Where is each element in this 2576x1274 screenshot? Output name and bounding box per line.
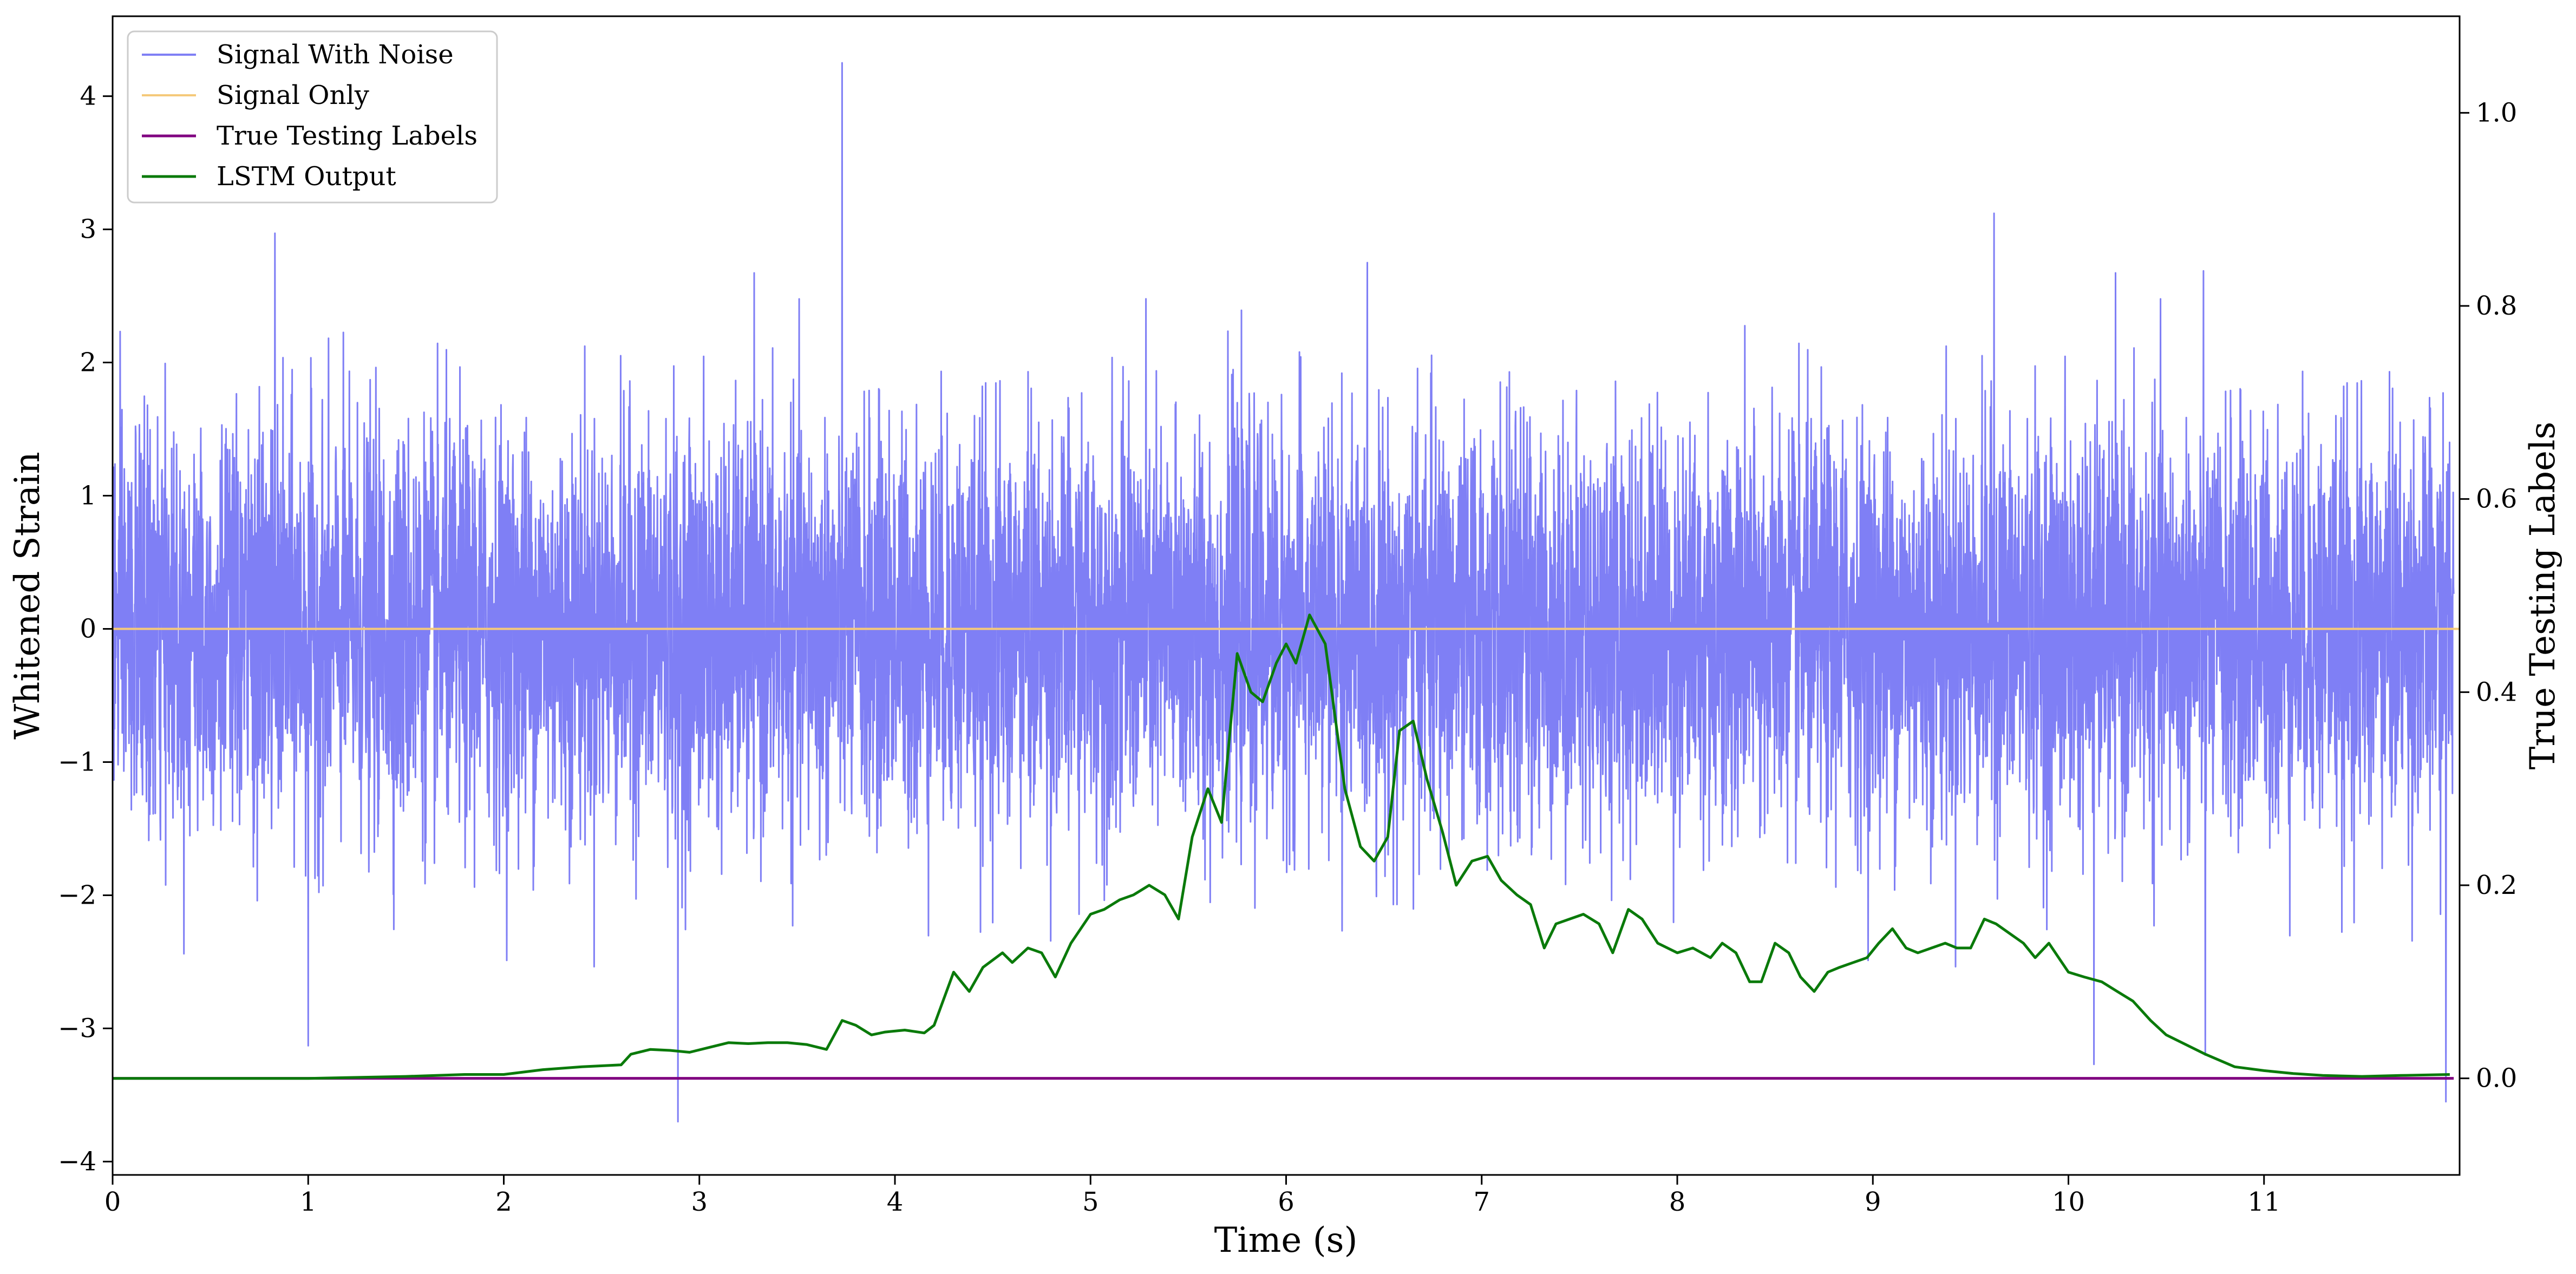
y-right-tick-label: 0.2 — [2476, 870, 2517, 900]
x-tick-label: 5 — [1082, 1187, 1099, 1217]
y-axis-right-label: True Testing Labels — [2523, 422, 2563, 770]
y-left-tick-label: −4 — [58, 1146, 96, 1177]
x-tick-label: 9 — [1865, 1187, 1881, 1217]
x-tick-label: 7 — [1473, 1187, 1490, 1217]
legend-entry-true-testing-labels: True Testing Labels — [142, 121, 478, 151]
legend: Signal With Noise Signal Only True Testi… — [127, 30, 498, 204]
legend-entry-signal-with-noise: Signal With Noise — [142, 40, 454, 70]
x-tick-label: 4 — [887, 1187, 904, 1217]
y-axis-left: −4 −3 −2 −1 0 1 2 3 4 — [58, 81, 113, 1177]
x-tick-label: 6 — [1278, 1187, 1294, 1217]
y-left-tick-label: 3 — [80, 214, 96, 245]
x-tick-label: 2 — [495, 1187, 512, 1217]
legend-label-lstm-output: LSTM Output — [217, 161, 396, 192]
y-right-tick-label: 0.0 — [2476, 1063, 2517, 1094]
y-axis-left-label: Whitened Strain — [8, 452, 48, 739]
x-tick-label: 10 — [2052, 1187, 2085, 1217]
legend-label-true-testing-labels: True Testing Labels — [217, 121, 478, 151]
lstm-output-line — [113, 613, 2450, 1080]
y-right-tick-label: 1.0 — [2476, 97, 2517, 128]
legend-box — [127, 30, 498, 204]
lstm-output-series — [113, 613, 2450, 1080]
legend-entry-lstm-output: LSTM Output — [142, 161, 396, 192]
y-left-tick-label: −2 — [58, 880, 96, 910]
x-axis: 0 1 2 3 4 5 6 7 8 9 10 11 — [104, 1175, 2280, 1217]
x-tick-label: 0 — [104, 1187, 121, 1217]
legend-label-signal-only: Signal Only — [217, 80, 369, 110]
x-tick-label: 11 — [2247, 1187, 2280, 1217]
y-right-tick-label: 0.8 — [2476, 291, 2517, 321]
x-tick-label: 8 — [1669, 1187, 1686, 1217]
y-left-tick-label: 2 — [80, 348, 96, 378]
x-axis-label: Time (s) — [1214, 1220, 1358, 1260]
y-left-tick-label: 1 — [80, 481, 96, 511]
y-left-tick-label: 0 — [80, 613, 96, 644]
y-right-tick-label: 0.4 — [2476, 677, 2517, 707]
legend-entry-signal-only: Signal Only — [142, 80, 369, 110]
y-left-tick-label: 4 — [80, 81, 96, 112]
y-axis-right: 0.0 0.2 0.4 0.6 0.8 1.0 — [2460, 97, 2517, 1094]
x-tick-label: 3 — [691, 1187, 708, 1217]
signal-with-noise-series — [113, 62, 2455, 1123]
signal-with-noise-line — [113, 62, 2455, 1123]
legend-label-signal-with-noise: Signal With Noise — [217, 40, 454, 70]
x-tick-label: 1 — [300, 1187, 317, 1217]
y-right-tick-label: 0.6 — [2476, 484, 2517, 514]
y-left-tick-label: −1 — [58, 747, 96, 777]
y-left-tick-label: −3 — [58, 1013, 96, 1043]
